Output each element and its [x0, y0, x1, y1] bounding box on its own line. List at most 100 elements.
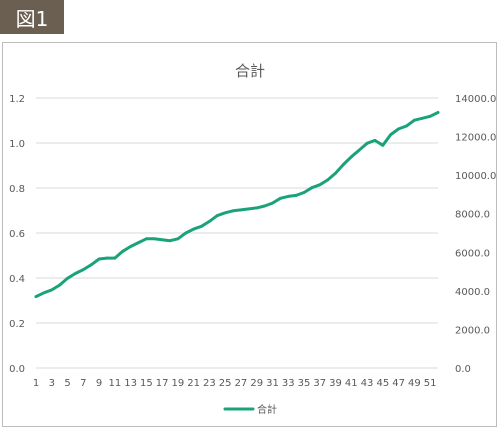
x-tick-label: 39 [329, 378, 342, 389]
data-point [89, 263, 93, 267]
data-point [152, 237, 156, 241]
data-point [66, 276, 69, 280]
data-point [286, 194, 290, 198]
x-tick-label: 7 [80, 378, 86, 389]
left-y-tick-label: 0.0 [9, 364, 25, 375]
legend: 合計 [223, 403, 277, 416]
x-tick-label: 23 [203, 378, 216, 389]
data-point [405, 124, 408, 128]
left-y-tick-label: 0.4 [9, 274, 25, 285]
figure-label-badge: 図1 [0, 0, 64, 34]
x-tick-label: 47 [392, 378, 405, 389]
data-point [160, 238, 164, 242]
data-point [302, 191, 306, 194]
data-point [247, 207, 251, 211]
data-point [373, 139, 377, 142]
x-tick-label: 49 [408, 378, 421, 389]
data-point [105, 256, 109, 260]
data-point [184, 231, 188, 235]
legend-label: 合計 [257, 403, 277, 416]
x-tick-label: 33 [282, 378, 295, 389]
data-point [428, 114, 432, 118]
chart-frame: 合計 0.0 0.2 0.4 0.6 0.8 1.0 1.2 0.0 2000.0 4000.0… [2, 42, 497, 427]
data-point [42, 291, 46, 295]
data-point [137, 241, 140, 245]
left-y-axis: 0.0 0.2 0.4 0.6 0.8 1.0 1.2 [9, 94, 25, 375]
data-point [381, 143, 385, 147]
right-y-tick-label: 2000.0 [455, 325, 490, 336]
right-y-tick-label: 6000.0 [455, 248, 490, 259]
data-point [74, 272, 77, 275]
x-tick-label: 31 [266, 378, 279, 389]
data-point [326, 178, 330, 182]
data-point [200, 224, 203, 228]
left-y-tick-label: 0.8 [9, 184, 25, 195]
gridlines [36, 97, 438, 369]
chart-title: 合計 [235, 62, 265, 80]
x-tick-label: 35 [298, 378, 311, 389]
data-point [223, 211, 227, 215]
data-point [318, 183, 322, 187]
data-point [412, 118, 416, 122]
left-y-tick-label: 1.0 [9, 139, 25, 150]
right-y-tick-label: 4000.0 [455, 287, 490, 298]
data-point [113, 256, 117, 260]
x-tick-label: 25 [219, 378, 232, 389]
series-layer [34, 111, 440, 299]
data-point [58, 283, 62, 287]
data-point [97, 257, 101, 261]
data-point [144, 237, 148, 241]
x-tick-label: 1 [33, 378, 39, 389]
line-chart: 合計 0.0 0.2 0.4 0.6 0.8 1.0 1.2 0.0 2000.0 4000.0… [9, 62, 496, 416]
series-line [34, 111, 440, 299]
data-point [420, 116, 424, 120]
right-y-tick-label: 10000.0 [455, 171, 496, 182]
data-point [176, 237, 180, 241]
x-tick-label: 11 [108, 378, 121, 389]
data-point [294, 193, 298, 197]
x-tick-label: 19 [172, 378, 185, 389]
data-point [334, 171, 337, 175]
data-point [255, 206, 259, 210]
x-tick-label: 3 [49, 378, 55, 389]
right-y-tick-label: 12000.0 [455, 133, 496, 144]
left-y-tick-label: 1.2 [9, 94, 25, 105]
data-point [397, 127, 400, 131]
x-axis: 1 3 5 7 9 11 13 15 17 19 21 23 25 27 29 31 33 35 37 39 41 43 4… [33, 378, 437, 389]
x-tick-label: 41 [345, 378, 358, 389]
x-tick-label: 51 [424, 378, 437, 389]
right-y-axis: 0.0 2000.0 4000.0 6000.0 8000.0 10000.0 12000.… [455, 94, 496, 375]
x-tick-label: 5 [64, 378, 70, 389]
data-point [34, 295, 38, 299]
data-point [192, 227, 196, 231]
data-point [342, 163, 345, 166]
data-point [365, 141, 369, 145]
data-point [168, 239, 172, 243]
data-point [357, 148, 361, 152]
x-tick-label: 29 [250, 378, 263, 389]
x-tick-label: 15 [140, 378, 153, 389]
data-point [121, 249, 125, 253]
right-y-tick-label: 0.0 [455, 364, 471, 375]
x-tick-label: 27 [235, 378, 248, 389]
x-tick-label: 17 [156, 378, 169, 389]
figure-label: 図1 [15, 6, 49, 31]
x-tick-label: 13 [124, 378, 137, 389]
data-point [349, 155, 353, 159]
x-tick-label: 45 [376, 378, 389, 389]
data-point [208, 220, 211, 223]
left-y-tick-label: 0.6 [9, 229, 25, 240]
data-point [81, 268, 85, 272]
data-point [271, 201, 274, 205]
data-point [263, 204, 266, 208]
data-point [239, 208, 243, 212]
left-y-tick-label: 0.2 [9, 319, 25, 330]
data-point [310, 186, 314, 190]
x-tick-label: 37 [313, 378, 326, 389]
data-point [436, 111, 440, 114]
data-point [215, 214, 219, 218]
data-point [389, 133, 393, 137]
data-point [231, 209, 235, 213]
x-tick-label: 9 [96, 378, 102, 389]
right-y-tick-label: 14000.0 [455, 94, 496, 105]
